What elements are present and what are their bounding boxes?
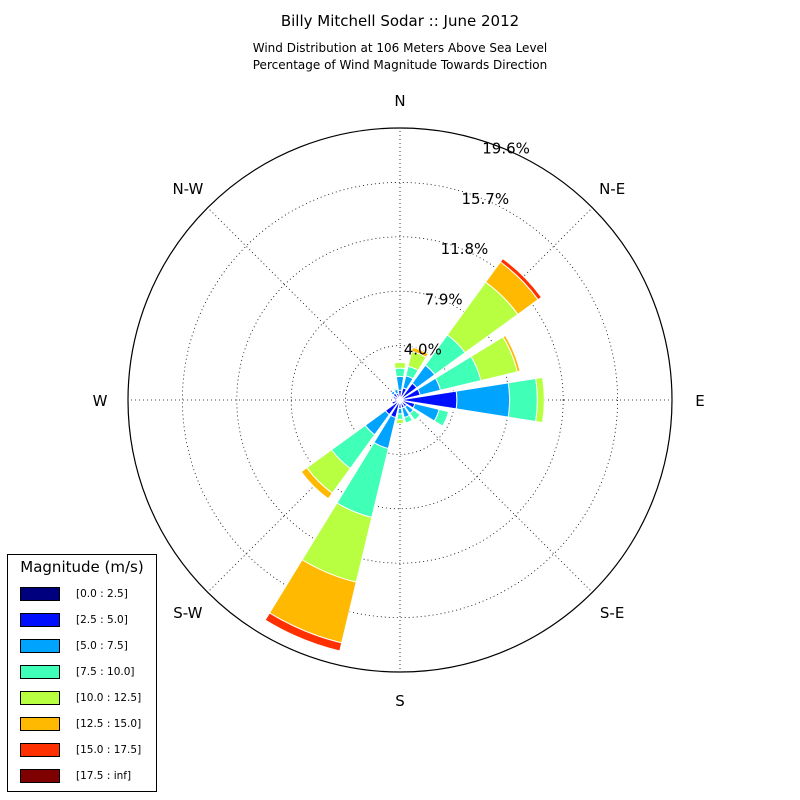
legend-swatch [20,769,60,783]
radial-tick-label: 19.6% [482,140,530,158]
wind-bar-segment [502,334,521,373]
wind-bar-segment [499,257,543,301]
chart-title: Billy Mitchell Sodar :: June 2012 [280,12,520,30]
wind-bar-segment [507,377,538,423]
direction-label-s-w: S-W [173,604,202,622]
radial-tick-label: 7.9% [425,290,463,308]
wind-bar-segment [393,362,407,370]
wind-bar-segment [391,394,395,399]
legend-label: [10.0 : 12.5] [76,692,142,704]
direction-label-e: E [695,392,704,410]
legend-label: [17.5 : inf] [76,770,132,782]
bars [264,257,545,652]
outer-boundary [127,127,673,673]
direction-label-s: S [395,692,405,710]
wind-bar-segment [394,367,406,378]
gridline-spoke [207,207,401,401]
wind-bar-segment [535,376,545,424]
legend-swatch [20,639,60,653]
wind-bar-segment [390,390,396,396]
legend-label: [5.0 : 7.5] [76,640,128,652]
legend-swatch [20,691,60,705]
legend: Magnitude (m/s) [0.0 : 2.5] [2.5 : 5.0] [5… [7,554,157,792]
gridline-ring [181,181,619,619]
wind-bar-segment [433,408,450,427]
wind-bar-segment [396,413,404,420]
chart-subtitle-line2: Percentage of Wind Magnitude Towards Dir… [252,58,548,72]
legend-label: [2.5 : 5.0] [76,614,128,626]
wind-bar-segment [411,346,429,359]
direction-label-n-w: N-W [172,180,203,198]
radial-tick-label: 11.8% [441,240,489,258]
gridline-spoke [399,399,593,593]
legend-label: [7.5 : 10.0] [76,666,135,678]
wind-bar-segment [392,387,399,392]
wind-bar-segment [300,467,333,500]
legend-swatch [20,665,60,679]
wind-bar-segment [403,414,414,424]
direction-label-s-e: S-E [600,604,624,622]
gridline-ring [290,290,510,510]
direction-label-n-e: N-E [599,180,625,198]
legend-swatch [20,587,60,601]
legend-title: Magnitude (m/s) [20,558,144,576]
wind-bar-segment [264,612,343,652]
legend-label: [0.0 : 2.5] [76,588,128,600]
gridline-spoke [207,399,401,593]
wind-bar-segment [397,407,403,415]
legend-label: [12.5 : 15.0] [76,718,142,730]
wind-bar-segment [455,382,511,418]
gridline-ring [236,236,564,564]
legend-swatch [20,613,60,627]
direction-label-w: W [93,392,108,410]
direction-label-n: N [394,92,405,110]
legend-swatch [20,717,60,731]
chart-subtitle-line1: Wind Distribution at 106 Meters Above Se… [252,41,548,55]
radial-tick-label: 4.0% [404,341,442,359]
wind-bar-segment [395,418,405,425]
wind-bar-segment [409,409,421,421]
legend-label: [15.0 : 17.5] [76,744,142,756]
legend-swatch [20,743,60,757]
radial-tick-label: 15.7% [461,190,509,208]
